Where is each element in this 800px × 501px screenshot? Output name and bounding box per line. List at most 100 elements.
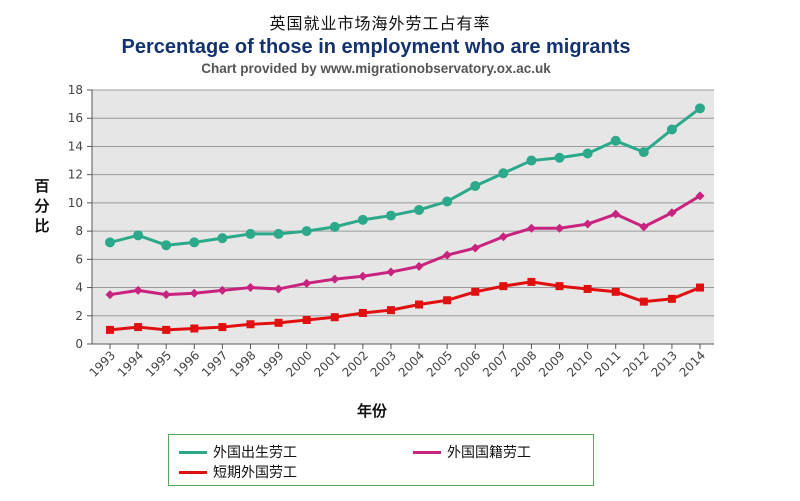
data-point [133,230,144,241]
series-group [105,103,705,334]
data-point [385,210,396,221]
x-tick-label: 1995 [143,348,174,379]
data-point [583,219,593,229]
y-tick-label: 6 [75,252,83,266]
data-point [666,124,677,135]
data-point [582,148,593,159]
data-point [611,209,621,219]
data-point [442,250,452,260]
data-point [667,208,677,218]
data-point [357,214,368,225]
data-point [134,323,143,332]
chart-title-cn: 英国就业市场海外劳工占有率 [269,14,491,33]
data-point [611,287,620,296]
x-tick-label: 1993 [87,348,118,379]
y-tick-labels: 0 2 4 6 8 10 12 14 16 18 [68,83,83,351]
data-point [218,323,227,332]
data-point [415,300,424,309]
x-tick-label: 2014 [677,348,708,379]
y-tick-label: 10 [68,196,83,210]
x-tick-label: 2003 [368,348,399,379]
y-tick-label: 16 [68,111,83,125]
x-tick-label: 2013 [649,348,680,379]
legend-item-short-term[interactable]: 短期外国劳工 [179,462,297,482]
legend-swatch-foreign-born [179,450,207,454]
data-point [217,285,227,295]
data-point [133,285,143,295]
data-point [330,313,339,322]
y-tick-label: 2 [75,309,83,323]
x-tick-label: 1999 [255,348,286,379]
data-point [301,226,312,237]
data-point [330,274,340,284]
data-point [498,168,509,179]
data-point [161,240,172,251]
data-point [554,152,565,163]
x-tick-label: 2001 [311,348,342,379]
legend: 外国出生劳工 外国国籍劳工 短期外国劳工 [168,434,594,486]
series-line-0 [108,106,702,247]
data-point [161,290,171,300]
x-axis-label: 年份 [357,402,388,420]
data-point [105,237,115,248]
data-point [555,282,564,291]
data-point [189,288,199,298]
data-point [527,277,536,286]
data-point [442,196,453,207]
data-point [639,297,648,306]
y-tick-label: 12 [68,168,83,182]
data-point [695,103,705,114]
series-line-1 [108,194,702,297]
data-point [443,296,452,305]
y-tick-label: 8 [75,224,83,238]
data-point [302,316,311,325]
legend-item-foreign-nationals[interactable]: 外国国籍劳工 [413,442,531,462]
legend-swatch-foreign-nationals [413,450,441,454]
x-tick-label: 2002 [339,348,370,379]
data-point [358,271,368,281]
data-point [526,155,537,166]
x-tick-label: 2011 [592,348,623,379]
chart-subtitle: Chart provided by www.migrationobservato… [201,61,551,76]
data-point [555,223,565,233]
data-point [695,191,705,201]
data-point [471,287,480,296]
y-tick-label: 14 [68,139,83,153]
legend-item-foreign-born[interactable]: 外国出生劳工 [179,442,297,462]
data-point [639,222,649,232]
data-point [667,294,676,303]
y-tick-label: 18 [68,83,83,97]
y-tick-label: 0 [75,337,83,351]
data-point [414,204,425,215]
data-point [470,243,480,253]
data-point [302,278,312,288]
x-tick-label: 2000 [283,348,314,379]
x-tick-labels: 1993199419951996199719981999200020012002… [87,348,708,379]
x-tick-label: 1997 [199,348,230,379]
data-point [190,324,199,333]
x-tick-label: 2009 [536,348,567,379]
legend-label: 外国出生劳工 [213,445,297,461]
x-tick-label: 1998 [227,348,258,379]
data-point [273,228,284,239]
x-tick-label: 2004 [396,348,427,379]
series-line-2 [108,280,702,332]
data-point [696,283,704,292]
data-point [638,147,649,158]
x-tick-label: 2012 [620,348,651,379]
data-point [245,228,256,239]
data-point [610,135,621,146]
y-tick-label: 4 [75,281,83,295]
x-tick-label: 2010 [564,348,595,379]
data-point [162,325,171,334]
x-tick-label: 2006 [452,348,483,379]
data-point [526,223,536,233]
data-point [106,325,114,334]
data-point [470,180,481,191]
data-point [583,284,592,293]
x-tick-label: 2007 [480,348,511,379]
x-tick-label: 2008 [508,348,539,379]
x-tick-label: 1994 [115,348,146,379]
x-tick-label: 2005 [424,348,455,379]
